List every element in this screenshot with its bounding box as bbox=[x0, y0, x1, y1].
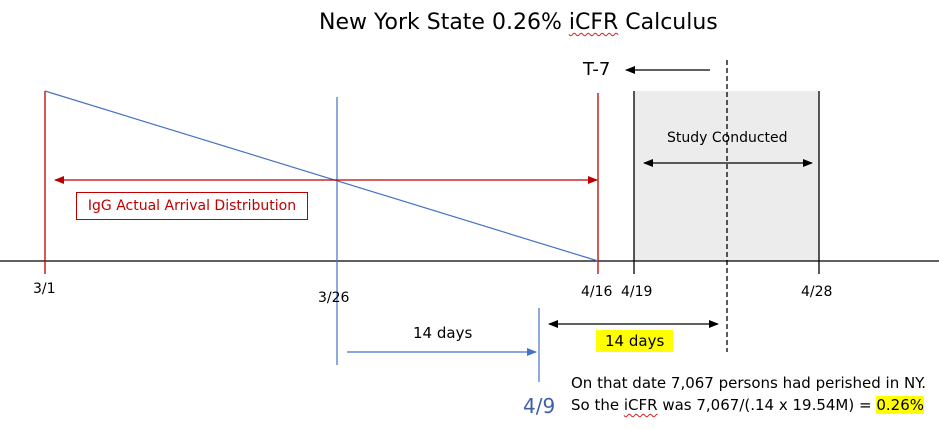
first-interval-label: 14 days bbox=[413, 324, 473, 342]
arrival-distribution-slope bbox=[44, 90, 599, 262]
distribution-label-box: IgG Actual Arrival Distribution bbox=[76, 192, 308, 220]
date-label-apr9: 4/9 bbox=[523, 394, 556, 418]
note-line-2: So the iCFR was 7,067/(.14 x 19.54M) = 0… bbox=[571, 396, 924, 414]
diagram-title: New York State 0.26% iCFR Calculus bbox=[319, 10, 718, 35]
result-highlight: 0.26% bbox=[876, 396, 924, 414]
date-label-apr16: 4/16 bbox=[581, 284, 613, 300]
note-line-1: On that date 7,067 persons had perished … bbox=[571, 374, 927, 392]
date-label-apr28: 4/28 bbox=[801, 284, 833, 300]
second-interval-label: 14 days bbox=[596, 330, 674, 352]
date-label-apr19: 4/19 bbox=[621, 284, 653, 300]
t7-label: T-7 bbox=[583, 59, 611, 80]
study-conducted-label: Study Conducted bbox=[667, 130, 788, 146]
date-label-mar1: 3/1 bbox=[33, 281, 56, 297]
date-label-mar26: 3/26 bbox=[318, 290, 350, 306]
